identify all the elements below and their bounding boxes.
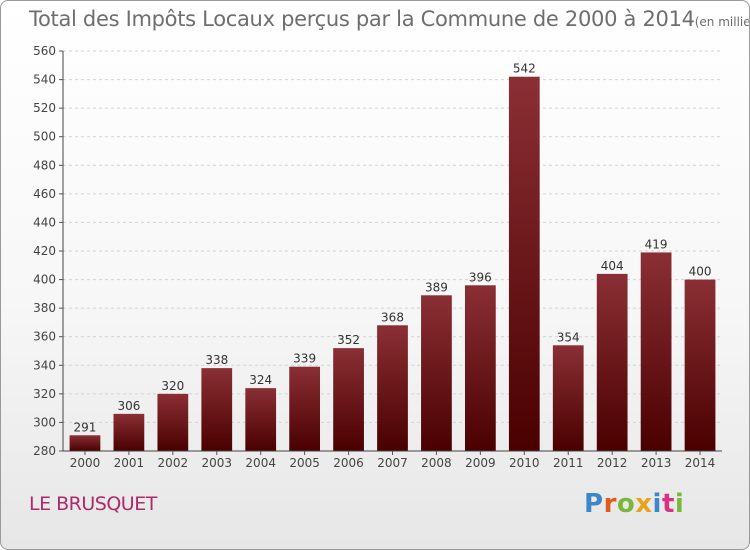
data-label: 396 (469, 270, 492, 284)
data-label: 339 (293, 352, 316, 366)
y-tick-label: 500 (33, 130, 56, 144)
bar (421, 295, 452, 451)
data-label: 354 (557, 330, 580, 344)
y-tick-label: 360 (33, 330, 56, 344)
y-tick-label: 300 (33, 415, 56, 429)
bar (596, 273, 628, 451)
y-tick-label: 320 (33, 387, 56, 401)
bar (464, 285, 496, 451)
x-tick-label: 2014 (685, 456, 716, 470)
data-label: 404 (601, 259, 624, 273)
bar (377, 325, 408, 451)
logo-letter: i (652, 489, 662, 519)
y-tick-label: 420 (33, 244, 56, 258)
y-tick-label: 380 (33, 301, 56, 315)
commune-name: LE BRUSQUET (29, 493, 157, 515)
bar (508, 76, 540, 451)
y-tick-label: 460 (33, 187, 56, 201)
chart-title: Total des Impôts Locaux perçus par la Co… (29, 7, 750, 31)
bar (113, 413, 145, 451)
y-tick-label: 480 (33, 158, 56, 172)
data-label: 306 (117, 399, 140, 413)
bar (69, 435, 101, 451)
x-tick-label: 2006 (333, 456, 364, 470)
x-tick-label: 2010 (509, 456, 540, 470)
logo-letter: P (584, 489, 604, 519)
data-label: 291 (74, 420, 97, 434)
x-tick-label: 2003 (201, 456, 232, 470)
y-tick-label: 400 (33, 273, 56, 287)
bar (201, 368, 233, 451)
y-tick-label: 560 (33, 44, 56, 58)
x-tick-label: 2004 (245, 456, 276, 470)
bar (157, 393, 189, 451)
x-tick-label: 2007 (377, 456, 408, 470)
data-label: 320 (161, 379, 184, 393)
y-tick-label: 440 (33, 215, 56, 229)
logo-letter: t (661, 489, 675, 519)
x-tick-label: 2001 (114, 456, 145, 470)
x-tick-label: 2012 (597, 456, 628, 470)
bar (640, 252, 672, 451)
x-tick-label: 2009 (465, 456, 496, 470)
y-tick-label: 340 (33, 358, 56, 372)
proxiti-logo: Proxiti (584, 489, 684, 519)
data-label: 324 (249, 373, 272, 387)
data-label: 542 (513, 62, 536, 76)
data-label: 389 (425, 280, 448, 294)
bar (245, 388, 277, 451)
y-tick-label: 280 (33, 444, 56, 458)
data-label: 368 (381, 310, 404, 324)
logo-letter: x (635, 489, 653, 519)
x-tick-label: 2008 (421, 456, 452, 470)
x-tick-label: 2005 (289, 456, 320, 470)
logo-letter: r (603, 489, 617, 519)
data-label: 338 (205, 353, 228, 367)
chart-title-unit: (en milliers d'€) (694, 15, 750, 29)
data-label: 419 (645, 237, 668, 251)
logo-letter: i (674, 489, 685, 519)
data-label: 400 (689, 265, 712, 279)
logo-letter: o (616, 489, 636, 519)
x-tick-label: 2011 (553, 456, 584, 470)
x-tick-label: 2013 (641, 456, 672, 470)
data-label: 352 (337, 333, 360, 347)
bar (333, 348, 364, 451)
x-tick-label: 2000 (70, 456, 101, 470)
bar (289, 366, 321, 451)
chart-title-text: Total des Impôts Locaux perçus par la Co… (29, 7, 695, 31)
bar (552, 345, 584, 451)
y-tick-label: 540 (33, 73, 56, 87)
x-tick-label: 2002 (158, 456, 189, 470)
bar (684, 279, 716, 451)
y-tick-label: 520 (33, 101, 56, 115)
